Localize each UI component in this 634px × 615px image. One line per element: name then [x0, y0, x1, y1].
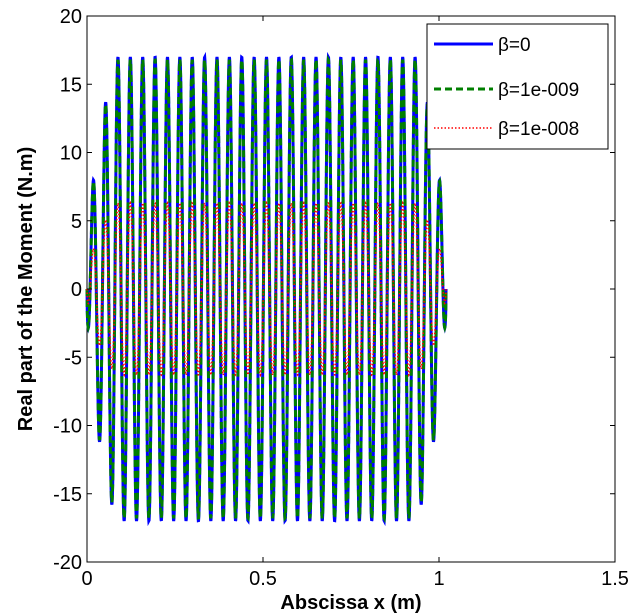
- y-tick-label: 5: [71, 211, 82, 233]
- x-axis-label: Abscissa x (m): [280, 592, 421, 614]
- y-tick-label: 15: [60, 74, 82, 96]
- series-line-1: [85, 54, 448, 524]
- y-tick-label: 20: [60, 6, 82, 28]
- legend-label-beta-1e-008: β=1e-008: [498, 119, 579, 140]
- x-tick-label: 1: [433, 568, 444, 590]
- y-tick-label: 10: [60, 143, 82, 165]
- y-tick-label: -5: [64, 347, 82, 369]
- series-layer: [85, 51, 448, 527]
- x-axis-ticks: 0 0.5 1 1.5: [81, 16, 629, 590]
- y-tick-label: -10: [53, 416, 82, 438]
- y-axis-label: Real part of the Moment (N.m): [15, 147, 37, 431]
- series-line-2: [86, 200, 447, 378]
- y-tick-label: -15: [53, 484, 82, 506]
- legend-label-beta-1e-009: β=1e-009: [498, 80, 579, 101]
- y-tick-label: -20: [53, 552, 82, 574]
- legend-label-beta-0: β=0: [498, 35, 531, 56]
- legend: β=0 β=1e-009 β=1e-008: [426, 23, 609, 150]
- x-tick-label: 0: [81, 568, 92, 590]
- x-tick-label: 1.5: [601, 568, 629, 590]
- y-axis-ticks: -20 -15 -10 -5 0 5 10 15 20: [53, 6, 615, 574]
- x-tick-label: 0.5: [249, 568, 277, 590]
- y-tick-label: 0: [71, 279, 82, 301]
